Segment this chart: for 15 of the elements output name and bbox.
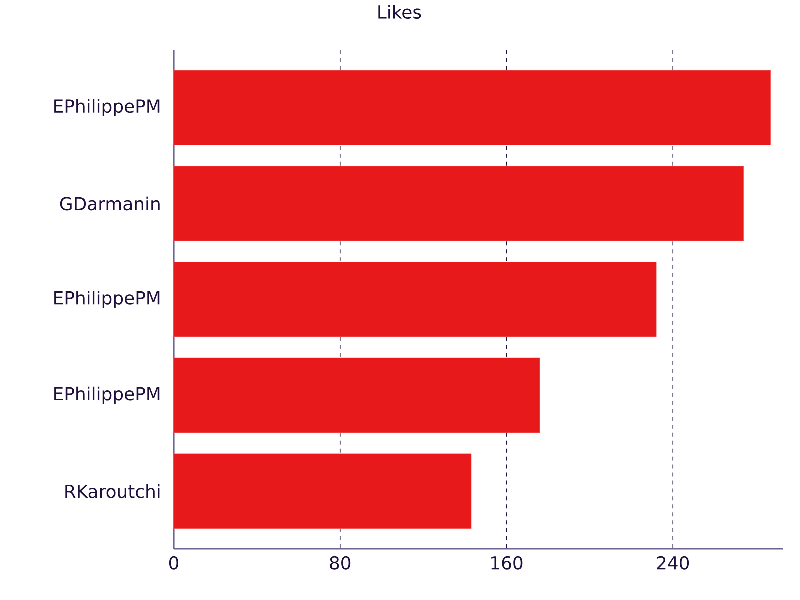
bar [174, 454, 472, 530]
y-tick-label: EPhilippePM [54, 99, 160, 117]
y-tick-label: EPhilippePM [54, 386, 160, 404]
x-tick-label: 160 [492, 556, 523, 570]
x-tick-label: 80 [330, 556, 351, 570]
bar [174, 70, 772, 146]
bar [174, 358, 540, 434]
y-tick-label: GDarmanin [60, 196, 160, 211]
x-tick-label: 0 [169, 556, 179, 570]
y-tick-label: EPhilippePM [54, 290, 160, 308]
x-tick-label: 240 [657, 556, 690, 570]
chart-title: Likes [378, 5, 422, 19]
bar [174, 166, 744, 242]
y-tick-label: RKaroutchi [66, 484, 160, 498]
bar [174, 262, 657, 338]
